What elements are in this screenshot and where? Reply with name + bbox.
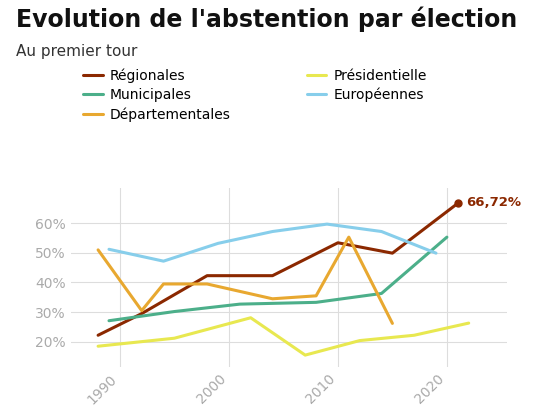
Européennes (324, 221, 330, 226)
Line: Européennes: Européennes (109, 224, 436, 261)
Régionales (389, 251, 396, 256)
Européennes (106, 247, 112, 252)
Line: Départementales: Départementales (98, 237, 392, 324)
Européennes (215, 241, 221, 246)
Départementales (389, 321, 396, 326)
Municipales (313, 300, 319, 305)
Départementales (346, 235, 352, 240)
Legend: Régionales, Municipales, Départementales: Régionales, Municipales, Départementales (78, 63, 236, 127)
Régionales (269, 273, 276, 278)
Municipales (378, 291, 385, 296)
Legend: Présidentielle, Européennes: Présidentielle, Européennes (301, 63, 432, 108)
Départementales (138, 308, 145, 313)
Régionales (204, 273, 210, 278)
Line: Présidentielle: Présidentielle (98, 318, 469, 355)
Régionales (335, 240, 341, 245)
Régionales (95, 333, 101, 338)
Municipales (171, 309, 178, 314)
Européennes (160, 259, 167, 264)
Présidentielle (302, 353, 308, 358)
Line: Municipales: Municipales (109, 237, 447, 321)
Line: Régionales: Régionales (98, 203, 458, 335)
Text: Evolution de l'abstention par élection: Evolution de l'abstention par élection (16, 6, 518, 32)
Text: Au premier tour: Au premier tour (16, 44, 138, 59)
Présidentielle (411, 333, 417, 338)
Municipales (444, 235, 450, 240)
Départementales (269, 296, 276, 301)
Présidentielle (356, 338, 363, 343)
Européennes (269, 229, 276, 234)
Présidentielle (171, 336, 178, 341)
Européennes (433, 251, 439, 256)
Text: 66,72%: 66,72% (467, 196, 522, 209)
Municipales (106, 318, 112, 323)
Départementales (313, 293, 319, 298)
Départementales (95, 247, 101, 252)
Municipales (237, 301, 243, 306)
Départementales (204, 281, 210, 286)
Présidentielle (95, 344, 101, 349)
Présidentielle (247, 315, 254, 320)
Régionales (138, 311, 145, 316)
Présidentielle (465, 321, 472, 326)
Régionales (455, 201, 461, 206)
Départementales (160, 281, 167, 286)
Européennes (378, 229, 385, 234)
